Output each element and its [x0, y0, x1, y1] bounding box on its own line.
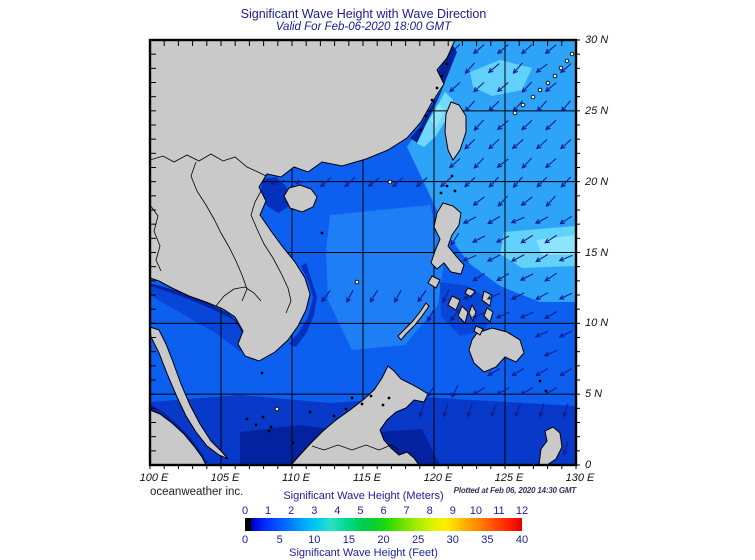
land-layer	[150, 40, 563, 465]
mindoro-landmass	[427, 275, 441, 289]
sumatra-landmass	[150, 409, 207, 465]
lon-label: 120 E	[423, 472, 453, 484]
meters-tick-label: 3	[311, 505, 318, 517]
credit-text: oceanweather inc.	[150, 486, 244, 498]
meters-tick-label: 11	[493, 505, 505, 517]
feet-tick-label: 35	[481, 534, 494, 546]
meters-tick-label: 1	[265, 505, 272, 517]
legend-title-meters: Significant Wave Height (Meters)	[283, 490, 444, 502]
mindanao-landmass	[468, 327, 525, 373]
meters-tick-label: 4	[334, 505, 341, 517]
luzon-landmass	[430, 202, 465, 275]
wave-direction-arrows	[270, 43, 573, 456]
borneo-landmass	[290, 365, 429, 465]
feet-tick-label: 40	[515, 534, 529, 546]
meters-tick-label: 5	[357, 505, 364, 517]
bohol-landmass	[473, 325, 484, 336]
lon-label: 130 E	[565, 472, 595, 484]
feet-tick-label: 30	[446, 534, 459, 546]
page-title: Significant Wave Height with Wave Direct…	[240, 7, 487, 21]
meters-tick-label: 12	[515, 505, 529, 517]
lat-label: 0	[585, 459, 592, 471]
meters-tick-label: 8	[426, 505, 433, 517]
feet-tick-label: 15	[342, 534, 355, 546]
valid-time-subtitle: Valid For Feb-06-2020 18:00 GMT	[275, 21, 452, 33]
meters-tick-label: 6	[380, 505, 387, 517]
leyte-landmass	[483, 307, 494, 323]
legend-title-feet: Significant Wave Height (Feet)	[289, 547, 438, 559]
panay-landmass	[447, 295, 461, 311]
small-islands	[245, 51, 575, 445]
feet-tick-label: 20	[377, 534, 390, 546]
meters-tick-label: 2	[288, 505, 295, 517]
wave-height-colorbar	[245, 518, 522, 531]
feet-tick-label: 10	[308, 534, 321, 546]
lon-label: 100 E	[139, 472, 169, 484]
lat-label: 20 N	[585, 175, 609, 188]
lon-label: 110 E	[282, 472, 310, 484]
lon-label: 105 E	[210, 472, 240, 484]
lat-label: 15 N	[585, 246, 609, 259]
lon-label: 125 E	[494, 472, 524, 484]
mainland-landmass	[150, 40, 456, 362]
map-frame	[148, 38, 580, 469]
palawan-landmass	[397, 302, 430, 341]
meters-tick-label: 0	[241, 505, 249, 517]
meters-tick-label: 9	[449, 505, 456, 517]
lon-label: 115 E	[353, 472, 381, 484]
taiwan-landmass	[444, 101, 467, 161]
lat-label: 30 N	[585, 34, 609, 46]
lat-label: 25 N	[585, 104, 609, 117]
negros-landmass	[457, 305, 469, 324]
map-layers	[150, 40, 576, 465]
sulawesi-landmass	[538, 426, 563, 465]
lat-label: 5 N	[585, 388, 603, 401]
hainan-landmass	[283, 184, 318, 213]
peninsula-landmass	[150, 326, 229, 460]
meters-tick-label: 7	[403, 505, 410, 517]
country-borders	[150, 153, 400, 451]
lat-label: 10 N	[585, 317, 609, 330]
feet-tick-label: 5	[276, 534, 283, 546]
samar-landmass	[481, 290, 493, 307]
feet-tick-label: 25	[412, 534, 425, 546]
plotted-timestamp: Plotted at Feb 06, 2020 14:30 GMT	[453, 486, 577, 495]
feet-tick-label: 0	[241, 534, 249, 546]
meters-tick-label: 10	[469, 505, 482, 517]
